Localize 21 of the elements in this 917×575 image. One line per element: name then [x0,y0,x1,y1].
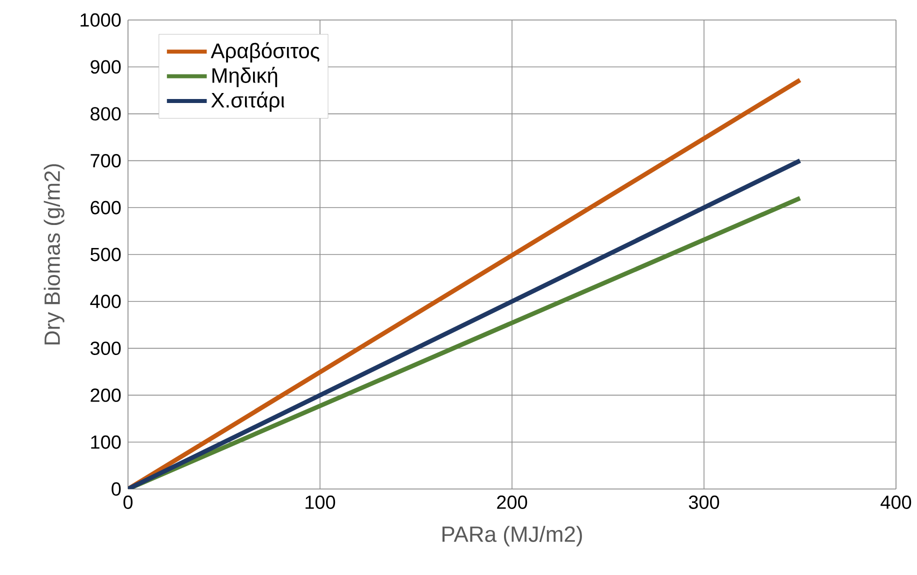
legend-label: Χ.σιτάρι [211,92,284,112]
x-tick-label: 0 [123,496,133,509]
x-axis-title: PARa (MJ/m2) [442,526,582,546]
x-tick-label: 300 [688,496,720,509]
y-tick-label: 500 [90,248,121,262]
legend-label: Μηδική [212,66,278,88]
x-tick-label: 200 [497,496,528,509]
y-axis-title: Dry Biomas (g/m2) [44,164,64,344]
y-tick-label: 0 [112,482,121,496]
legend-label: Αραβόσιτος [210,42,320,62]
x-tick-label: 100 [306,496,336,509]
y-tick-label: 300 [90,342,121,356]
y-tick-label: 100 [91,435,121,449]
y-tick-label: 900 [90,60,121,74]
y-tick-label: 800 [90,107,121,121]
y-tick-label: 1000 [80,13,121,27]
y-tick-label: 700 [90,154,121,168]
x-tick-label: 400 [880,496,912,509]
y-tick-label: 400 [90,294,121,308]
y-tick-label: 600 [90,200,121,214]
y-tick-label: 200 [90,388,121,402]
